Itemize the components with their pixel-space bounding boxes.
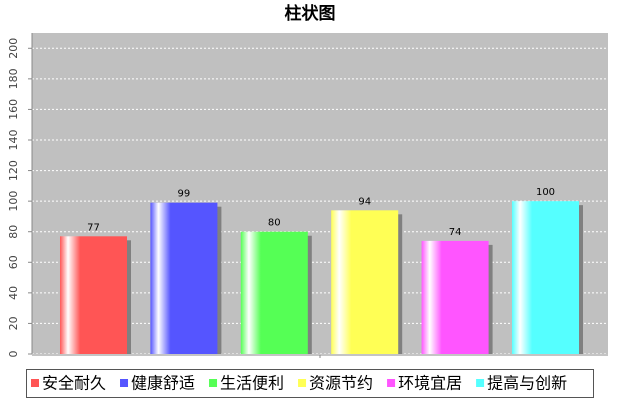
legend-swatch (476, 379, 485, 387)
y-tick-label: 180 (7, 68, 20, 89)
legend-label: 安全耐久 (42, 374, 106, 393)
chart-title: 柱状图 (285, 3, 336, 24)
legend-swatch (298, 379, 307, 387)
legend-label: 环境宜居 (398, 374, 462, 393)
value-label: 74 (449, 227, 462, 238)
y-tick-label: 80 (7, 225, 20, 239)
legend-label: 健康舒适 (131, 374, 195, 393)
legend-label: 提高与创新 (487, 374, 567, 393)
y-tick-label: 0 (7, 351, 20, 358)
y-tick-label: 200 (7, 38, 20, 59)
value-label: 80 (268, 218, 281, 229)
bar (331, 210, 399, 354)
y-tick-label: 60 (7, 255, 20, 269)
legend-swatch (209, 379, 218, 387)
value-label: 77 (87, 222, 100, 233)
bar (512, 201, 579, 354)
value-label: 99 (178, 189, 191, 200)
y-tick-label: 20 (7, 316, 20, 330)
y-tick-label: 40 (7, 286, 20, 300)
legend-label: 资源节约 (309, 374, 373, 393)
y-tick-label: 120 (7, 160, 20, 181)
y-tick-label: 140 (7, 130, 20, 151)
value-label: 94 (358, 196, 371, 207)
legend-swatch (31, 379, 39, 387)
bar (150, 202, 218, 354)
bar (240, 231, 308, 354)
legend-swatch (120, 379, 129, 387)
bar (421, 240, 489, 354)
bar (60, 236, 127, 354)
legend-swatch (387, 379, 396, 387)
y-tick-label: 160 (7, 99, 20, 120)
y-tick-label: 100 (7, 191, 20, 212)
value-label: 100 (536, 187, 555, 198)
legend-label: 生活便利 (220, 374, 284, 393)
